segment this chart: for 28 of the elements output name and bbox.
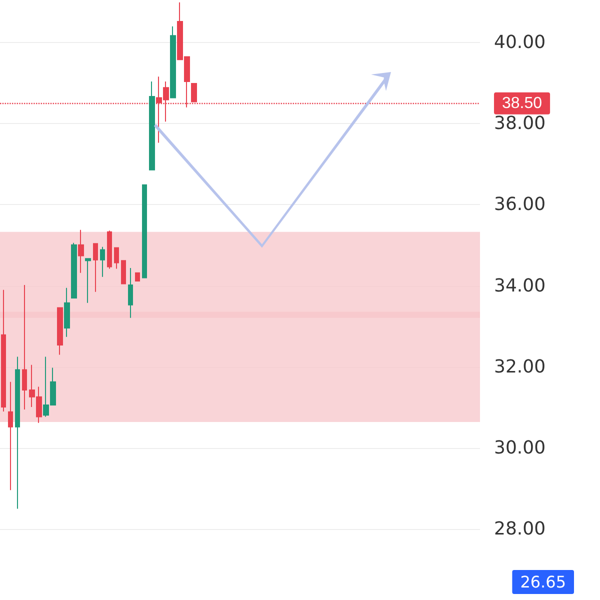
candlestick bbox=[71, 242, 77, 298]
y-tick-label: 36.00 bbox=[494, 194, 546, 216]
y-tick-label: 28.00 bbox=[494, 518, 546, 540]
y-tick-label: 30.00 bbox=[494, 437, 546, 458]
candlestick bbox=[121, 260, 126, 284]
candlestick bbox=[1, 289, 6, 412]
y-tick-label: 34.00 bbox=[494, 275, 546, 296]
candlestick bbox=[15, 356, 20, 510]
candlestick bbox=[8, 381, 13, 491]
candlestick bbox=[100, 246, 105, 278]
candlestick bbox=[93, 243, 98, 292]
candlestick bbox=[170, 26, 176, 98]
candlestick bbox=[64, 287, 70, 338]
candlestick bbox=[107, 230, 112, 270]
y-tick-label: 40.00 bbox=[494, 32, 546, 54]
candlestick bbox=[22, 284, 27, 410]
y-tick-label: 38.00 bbox=[494, 113, 546, 134]
candlestick bbox=[85, 258, 91, 304]
candlestick bbox=[128, 267, 133, 318]
candlestick bbox=[114, 247, 119, 270]
candlestick bbox=[149, 80, 155, 170]
y-tick-label: 32.00 bbox=[494, 356, 546, 378]
candlestick bbox=[78, 229, 84, 274]
candlestick bbox=[135, 272, 140, 282]
ref-line-label: 38.50 bbox=[502, 94, 542, 112]
candlestick bbox=[57, 307, 63, 356]
text: 26.65 bbox=[520, 572, 566, 592]
candlestick bbox=[142, 184, 147, 278]
